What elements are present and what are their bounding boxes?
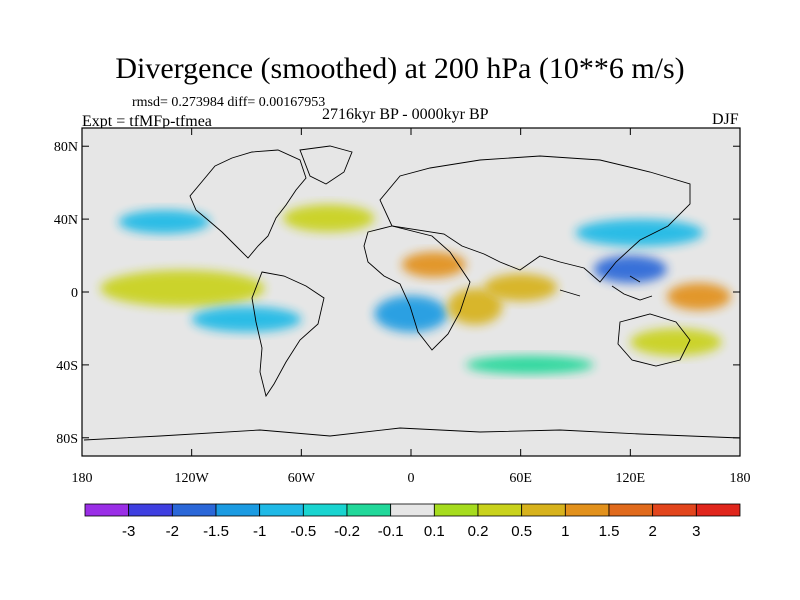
colorbar-swatch	[128, 503, 173, 517]
colorbar-swatch	[477, 503, 523, 517]
y-tick-label: 0	[71, 286, 78, 301]
field-region-southern-ocean-negative	[465, 355, 594, 374]
y-tick-label: 40S	[56, 359, 78, 374]
colorbar-swatch	[390, 503, 435, 517]
period-label: 2716kyr BP - 0000kyr BP	[322, 106, 489, 123]
stats-label: rmsd= 0.273984 diff= 0.00167953	[132, 95, 326, 110]
colorbar-label: -0.1	[378, 523, 404, 540]
x-tick-label: 120E	[616, 471, 646, 486]
colorbar: -3 -2 -1.5 -1 -0.5 -0.2 -0.1 0.1 0.2 0.5 1 1.5 2 3	[84, 503, 741, 540]
x-axis: 180 120W 60W 0 60E 120E 180	[72, 128, 751, 486]
colorbar-swatch	[652, 503, 697, 517]
colorbar-label: 2	[648, 523, 656, 540]
field-region-southern-africa-positive	[447, 288, 503, 325]
colorbar-label: -3	[122, 523, 135, 540]
y-tick-label: 40N	[54, 213, 78, 228]
coast-australia	[617, 313, 691, 367]
colorbar-swatch	[695, 503, 741, 517]
coast-maritime-continent	[559, 275, 653, 301]
colorbar-swatch	[521, 503, 566, 517]
chart-title: Divergence (smoothed) at 200 hPa (10**6 …	[115, 52, 685, 85]
divergence-field	[100, 204, 731, 374]
colorbar-swatch	[259, 503, 304, 517]
field-region-africa-north-positive	[401, 251, 466, 278]
coast-africa	[363, 225, 471, 351]
x-tick-label: 180	[730, 471, 751, 486]
colorbar-swatch	[433, 503, 479, 517]
x-tick-label: 60W	[288, 471, 316, 486]
colorbar-label: 3	[692, 523, 700, 540]
colorbar-swatch	[564, 503, 610, 517]
x-tick-label: 60E	[509, 471, 532, 486]
field-region-south-pacific-negative	[191, 306, 302, 333]
x-tick-label: 0	[408, 471, 415, 486]
coast-south-america	[251, 271, 325, 398]
experiment-label: Expt = tfMFp-tfmea	[82, 113, 212, 130]
season-label: DJF	[712, 111, 739, 128]
y-tick-label: 80S	[56, 432, 78, 447]
x-tick-label: 180	[72, 471, 93, 486]
colorbar-label: 1.5	[599, 523, 620, 540]
colorbar-label: -1.5	[203, 523, 229, 540]
colorbar-swatch	[171, 503, 217, 517]
coast-greenland	[299, 145, 353, 185]
field-region-indonesia-negative	[593, 255, 667, 283]
colorbar-swatch	[346, 503, 392, 517]
coast-antarctica	[83, 427, 740, 441]
colorbar-swatch	[215, 503, 261, 517]
field-region-north-pacific-negative	[118, 210, 210, 234]
coast-eurasia	[379, 155, 691, 283]
coastlines	[83, 145, 740, 441]
field-region-north-atlantic-positive	[283, 204, 375, 232]
colorbar-label: 1	[561, 523, 569, 540]
colorbar-label: 0.5	[511, 523, 532, 540]
colorbar-label: -0.2	[334, 523, 360, 540]
field-region-west-pacific-positive	[666, 282, 731, 311]
field-region-indian-ocean-positive	[484, 273, 558, 302]
colorbar-label: -2	[166, 523, 179, 540]
field-region-asia-jet-negative	[575, 219, 704, 247]
field-region-tropical-pacific-east-positive	[100, 270, 265, 307]
colorbar-swatch	[608, 503, 654, 517]
y-tick-label: 80N	[54, 140, 78, 155]
colorbar-swatch	[84, 503, 130, 517]
colorbar-label: 0.2	[468, 523, 489, 540]
colorbar-swatch	[302, 503, 348, 517]
colorbar-label: 0.1	[424, 523, 445, 540]
coast-north-america	[189, 149, 307, 259]
colorbar-label: -1	[253, 523, 266, 540]
field-region-atlantic-negative	[374, 295, 448, 333]
y-axis: 80N 40N 0 40S 80S	[54, 140, 740, 447]
field-region-australia-positive	[630, 328, 722, 356]
colorbar-label: -0.5	[290, 523, 316, 540]
x-tick-label: 120W	[175, 471, 210, 486]
